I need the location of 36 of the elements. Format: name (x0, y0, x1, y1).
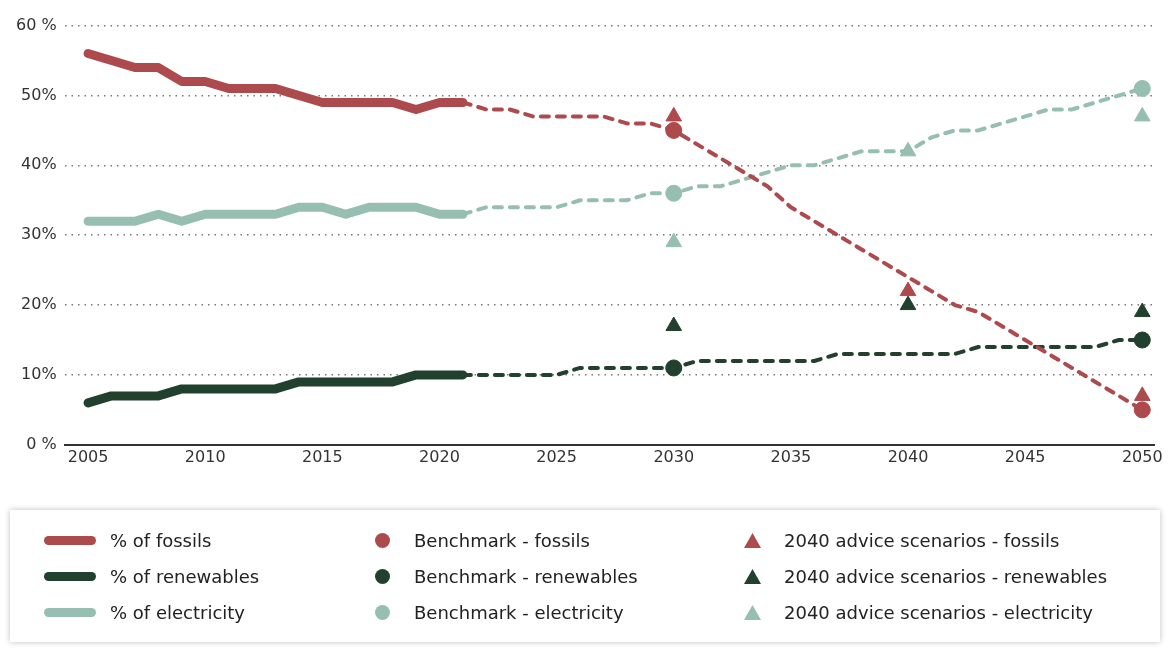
x-tick-label: 2035 (770, 446, 812, 466)
x-tick-label: 2030 (653, 446, 695, 466)
x-tick-label: 2010 (184, 446, 226, 466)
legend-label: Benchmark - fossils (414, 529, 590, 551)
x-tick-label: 2025 (536, 446, 577, 466)
x-tick-label: 2045 (1004, 446, 1046, 466)
point (665, 232, 683, 248)
legend-label: 2040 advice scenarios - fossils (784, 529, 1060, 551)
point (1133, 302, 1151, 318)
y-tick-label: 30% (21, 224, 57, 244)
legend-label: % of renewables (110, 565, 260, 587)
x-tick-label: 2015 (301, 446, 343, 466)
x-tick-label: 2020 (419, 446, 460, 466)
y-tick-label: 0 % (26, 433, 57, 453)
x-tick-label: 2050 (1121, 446, 1163, 466)
y-tick-label: 40% (21, 154, 57, 174)
y-tick-label: 20% (21, 294, 57, 314)
point (1133, 331, 1151, 349)
x-tick-label: 2040 (887, 446, 929, 466)
legend-label: % of fossils (110, 529, 212, 551)
legend-label: Benchmark - renewables (414, 565, 638, 587)
point (1133, 386, 1151, 401)
legend-label: Benchmark - electricity (414, 601, 624, 623)
x-tick-label: 2005 (67, 446, 109, 466)
point (665, 106, 683, 122)
y-tick-label: 10% (21, 364, 57, 384)
point (665, 316, 683, 332)
legend-label: 2040 advice scenarios - electricity (784, 601, 1093, 623)
point (899, 295, 917, 311)
legend-label: 2040 advice scenarios - renewables (784, 565, 1108, 587)
y-tick-label: 50% (21, 84, 57, 104)
point (1133, 79, 1151, 97)
point (899, 281, 917, 297)
point (1133, 106, 1151, 122)
legend-label: % of electricity (110, 601, 246, 623)
y-tick-label: 60 % (15, 14, 57, 34)
